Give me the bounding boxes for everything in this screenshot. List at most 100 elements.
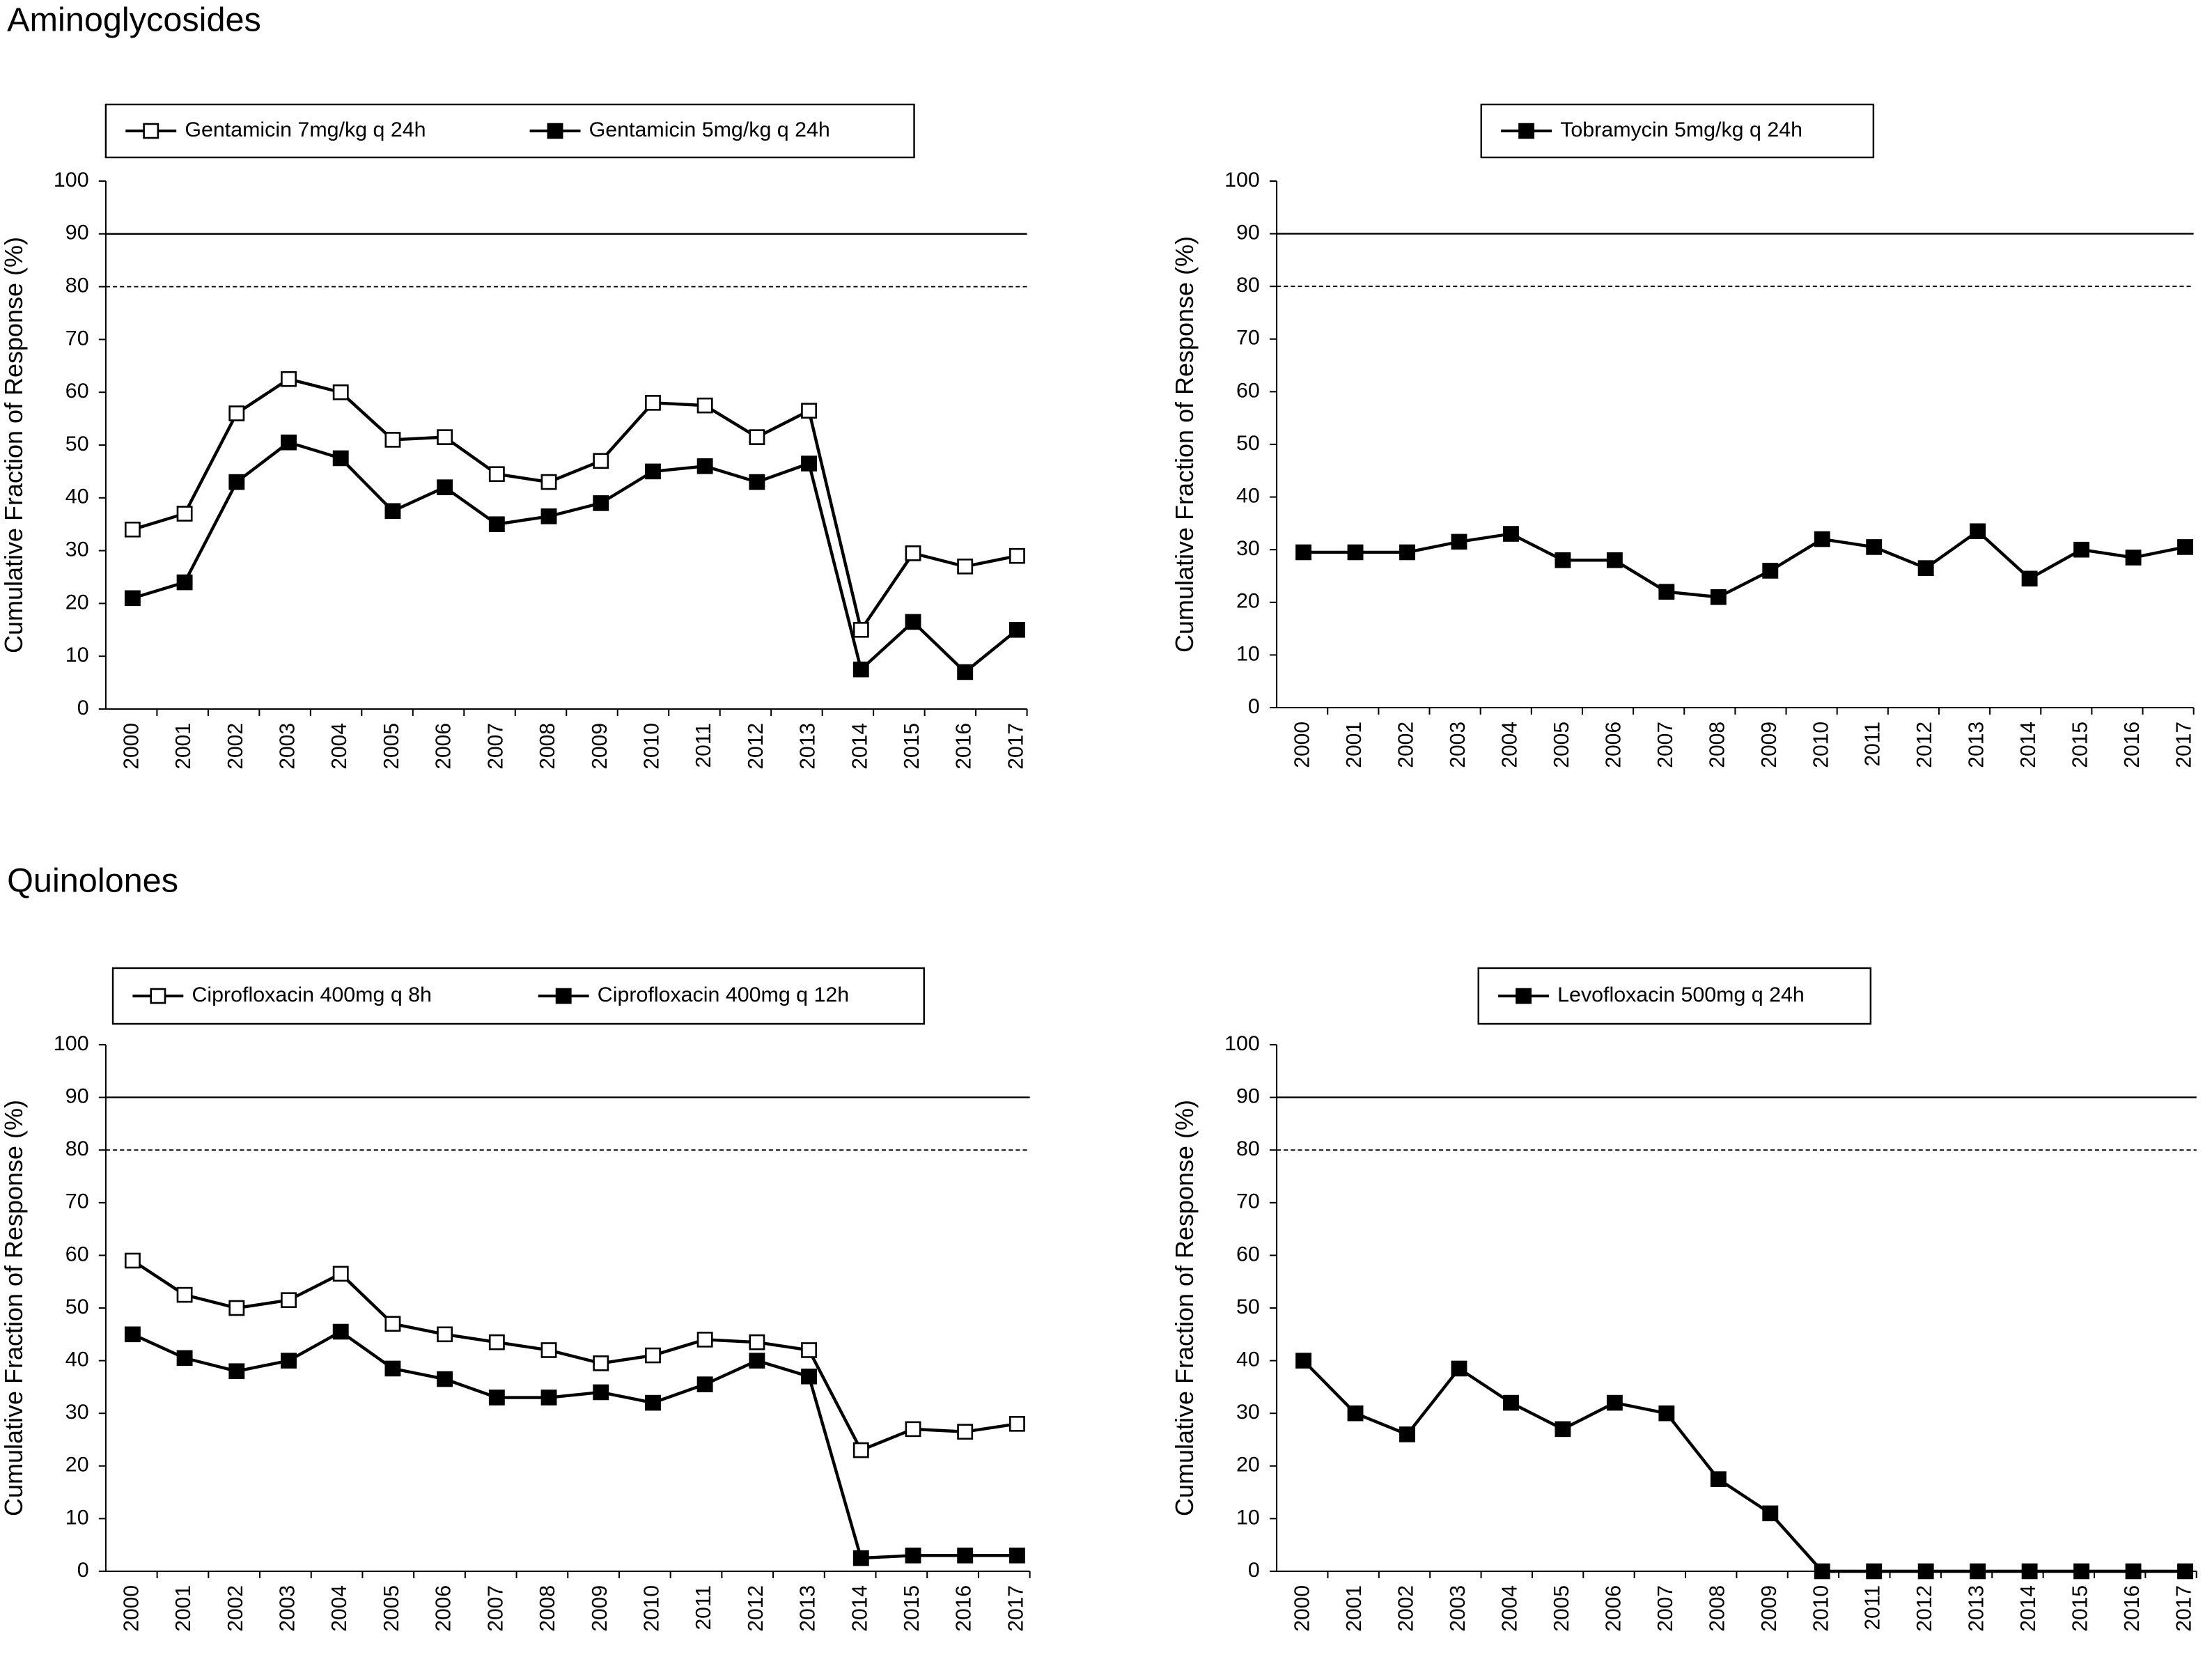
y-tick-label: 100: [54, 169, 89, 192]
marker: [696, 1332, 713, 1348]
marker: [905, 1548, 921, 1564]
y-tick-label: 0: [77, 696, 89, 719]
y-tick-label: 60: [1236, 1243, 1260, 1266]
marker: [384, 1360, 401, 1377]
marker: [1917, 1563, 1934, 1580]
x-tick-label: 2004: [1498, 722, 1521, 768]
x-tick-label: 2011: [1862, 722, 1885, 767]
y-tick-label: 70: [65, 327, 89, 350]
x-tick-label: 2002: [224, 1585, 247, 1632]
x-tick-label: 2009: [1758, 722, 1781, 768]
x-tick-label: 2002: [1394, 722, 1417, 768]
x-tick-label: 2015: [2069, 1585, 2092, 1632]
x-tick-label: 2003: [276, 1585, 299, 1632]
marker: [1347, 1405, 1364, 1422]
marker: [176, 1350, 193, 1367]
marker: [384, 503, 401, 520]
y-tick-label: 90: [1236, 221, 1260, 244]
x-tick-label: 2010: [1809, 722, 1832, 768]
x-tick-label: 2014: [848, 723, 871, 770]
x-tick-label: 2002: [1394, 1585, 1417, 1632]
marker: [2177, 539, 2193, 555]
marker: [1866, 1563, 1883, 1580]
marker: [645, 463, 661, 480]
x-tick-label: 2006: [432, 1585, 455, 1632]
x-tick-label: 2016: [2121, 1585, 2144, 1632]
marker: [1295, 544, 1312, 561]
x-tick-label: 2001: [172, 1585, 195, 1632]
x-tick-label: 2000: [120, 723, 143, 770]
y-tick-label: 90: [65, 1085, 89, 1108]
marker: [281, 371, 297, 387]
x-tick-label: 2007: [484, 1585, 507, 1632]
legend-label: Ciprofloxacin 400mg q 12h: [598, 983, 849, 1006]
x-tick-label: 2013: [1965, 1585, 1988, 1632]
x-tick-label: 2008: [536, 1585, 559, 1632]
x-tick-label: 2005: [1550, 1585, 1573, 1632]
marker: [1917, 560, 1934, 576]
marker: [540, 508, 557, 524]
y-tick-label: 50: [65, 433, 89, 456]
x-tick-label: 2011: [692, 723, 715, 768]
y-tick-label: 40: [1236, 1348, 1260, 1371]
x-tick-label: 2016: [953, 723, 976, 770]
y-tick-label: 60: [65, 1243, 89, 1266]
legend-marker: [1516, 988, 1532, 1004]
legend-marker: [555, 988, 572, 1004]
x-tick-label: 2016: [2121, 722, 2144, 768]
marker: [124, 1252, 141, 1269]
x-tick-label: 2001: [1343, 1585, 1366, 1632]
y-axis-label: Cumulative Fraction of Response (%): [0, 1100, 28, 1516]
marker: [593, 1384, 609, 1401]
x-tick-label: 2015: [2069, 722, 2092, 768]
x-tick-label: 2001: [1343, 722, 1366, 768]
marker: [1008, 1416, 1025, 1432]
marker: [1606, 552, 1623, 568]
marker: [696, 397, 713, 414]
y-tick-label: 100: [54, 1032, 89, 1055]
marker: [1451, 1360, 1467, 1377]
marker: [1814, 531, 1830, 547]
marker: [437, 479, 453, 495]
x-tick-label: 2006: [1602, 1585, 1625, 1632]
x-tick-label: 2013: [796, 723, 819, 770]
marker: [852, 1550, 869, 1566]
marker: [332, 1266, 349, 1282]
y-tick-label: 100: [1224, 1032, 1260, 1055]
y-tick-label: 20: [1236, 590, 1260, 613]
marker: [332, 384, 349, 400]
marker: [124, 1326, 141, 1343]
x-tick-label: 2007: [1654, 722, 1677, 768]
marker: [645, 1394, 661, 1411]
marker: [957, 559, 974, 575]
x-tick-label: 2009: [1758, 1585, 1781, 1632]
y-tick-label: 40: [65, 485, 89, 508]
y-tick-label: 0: [1248, 695, 1260, 718]
y-tick-label: 90: [65, 221, 89, 244]
legend-label: Tobramycin 5mg/kg q 24h: [1560, 118, 1802, 141]
y-tick-label: 40: [1236, 485, 1260, 508]
legend-marker: [150, 988, 166, 1004]
y-tick-label: 70: [65, 1190, 89, 1213]
marker: [852, 661, 869, 678]
x-tick-label: 2011: [692, 1585, 715, 1630]
x-tick-label: 2004: [328, 1585, 351, 1632]
marker: [1451, 534, 1467, 550]
x-tick-label: 2010: [640, 1585, 663, 1632]
x-tick-label: 2003: [1447, 1585, 1470, 1632]
marker: [488, 516, 505, 533]
marker: [332, 1323, 349, 1340]
x-tick-label: 2015: [901, 723, 924, 770]
y-tick-label: 20: [1236, 1454, 1260, 1477]
marker: [957, 664, 974, 680]
series-line: [1303, 529, 2186, 599]
x-tick-label: 2017: [1004, 1585, 1027, 1632]
legend-marker: [143, 123, 159, 139]
marker: [228, 1300, 245, 1316]
x-tick-label: 2004: [1498, 1585, 1521, 1632]
marker: [228, 474, 245, 490]
y-tick-label: 80: [1236, 1137, 1260, 1160]
x-tick-label: 2010: [640, 723, 663, 770]
legend-label: Ciprofloxacin 400mg q 8h: [192, 983, 431, 1006]
y-tick-label: 80: [65, 274, 89, 297]
